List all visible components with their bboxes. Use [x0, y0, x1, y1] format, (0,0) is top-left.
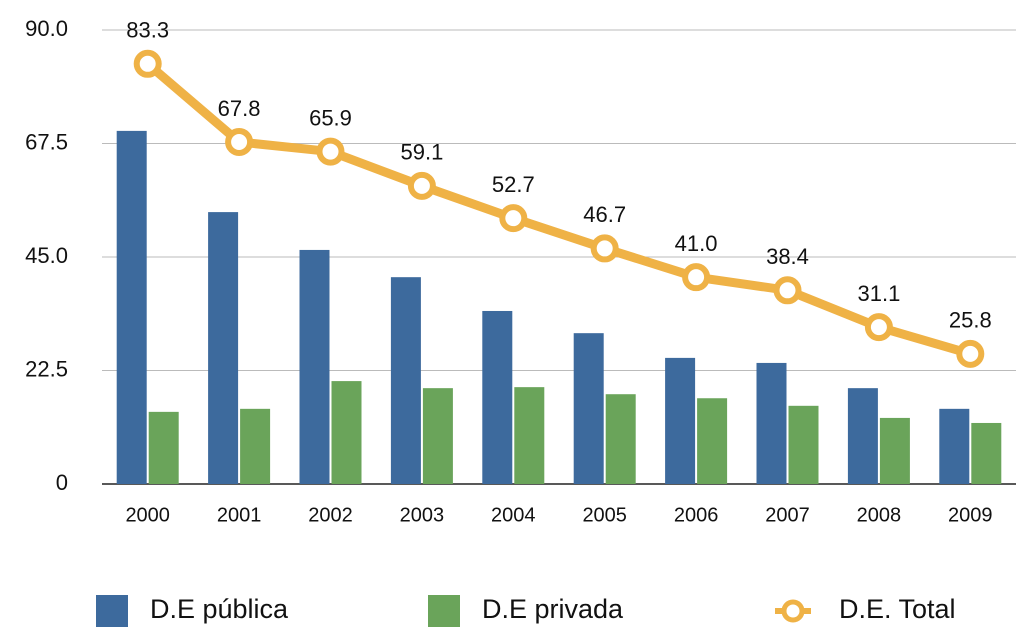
bar — [605, 394, 636, 484]
bar — [422, 388, 453, 484]
x-tick-label: 2006 — [674, 504, 719, 526]
data-label: 59.1 — [400, 140, 443, 165]
data-label: 83.3 — [126, 18, 169, 43]
x-tick-label: 2002 — [308, 504, 353, 526]
x-tick-label: 2003 — [400, 504, 445, 526]
bar — [514, 387, 545, 484]
x-tick-label: 2004 — [491, 504, 536, 526]
legend-marker — [781, 599, 805, 623]
line-marker — [133, 49, 162, 78]
line — [144, 60, 972, 359]
line-marker — [956, 339, 985, 368]
x-tick-label: 2005 — [582, 504, 627, 526]
y-tick-label: 0 — [56, 470, 68, 495]
legend-label: D.E pública — [150, 594, 289, 624]
bar — [148, 411, 179, 484]
legend-label: D.E. Total — [839, 594, 956, 624]
bar — [847, 388, 878, 484]
bar — [208, 212, 239, 485]
x-tick-label: 2008 — [857, 504, 902, 526]
bar — [331, 381, 362, 484]
data-label: 52.7 — [492, 172, 535, 197]
data-label: 41.0 — [675, 231, 718, 256]
legend-swatch — [428, 595, 460, 627]
line-marker — [499, 204, 528, 233]
data-label: 38.4 — [766, 244, 809, 269]
bar — [879, 417, 910, 484]
bar — [116, 130, 147, 484]
x-tick-label: 2000 — [125, 504, 170, 526]
data-label: 67.8 — [218, 96, 261, 121]
line-marker — [316, 137, 345, 166]
y-tick-label: 67.5 — [25, 129, 68, 154]
data-label: 46.7 — [583, 202, 626, 227]
bar — [697, 398, 728, 484]
bar — [299, 249, 330, 484]
bar — [573, 333, 604, 484]
data-label: 25.8 — [949, 308, 992, 333]
data-label: 65.9 — [309, 105, 352, 130]
bar — [788, 405, 819, 484]
bar — [756, 362, 787, 484]
legend-swatch — [96, 595, 128, 627]
bar — [665, 357, 696, 484]
line-marker — [590, 234, 619, 263]
legend-label: D.E privada — [482, 594, 624, 624]
y-tick-label: 90.0 — [25, 16, 68, 41]
bar — [971, 422, 1002, 484]
line-marker — [407, 171, 436, 200]
line-marker — [864, 313, 893, 342]
x-tick-label: 2001 — [217, 504, 262, 526]
line-marker — [773, 276, 802, 305]
line-marker — [225, 127, 254, 156]
bar — [390, 277, 421, 484]
bar — [482, 310, 513, 484]
bar — [939, 408, 970, 484]
y-tick-label: 45.0 — [25, 243, 68, 268]
data-label: 31.1 — [857, 281, 900, 306]
x-tick-label: 2007 — [765, 504, 810, 526]
x-tick-label: 2009 — [948, 504, 993, 526]
line-marker — [682, 263, 711, 292]
y-tick-label: 22.5 — [25, 356, 68, 381]
bar — [240, 408, 271, 484]
